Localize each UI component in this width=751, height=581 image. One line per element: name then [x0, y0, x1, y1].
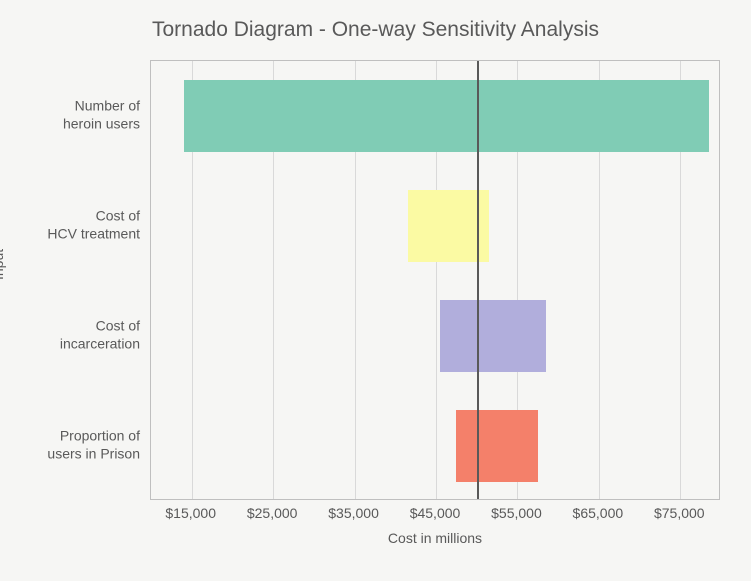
plot-area — [150, 60, 720, 500]
x-axis-title: Cost in millions — [150, 530, 720, 546]
x-tick-label: $25,000 — [247, 505, 298, 521]
baseline — [477, 61, 479, 499]
x-tick-label: $65,000 — [573, 505, 624, 521]
tornado-bar — [440, 300, 546, 372]
tornado-bar — [456, 410, 537, 482]
y-tick-label: Cost ofHCV treatment — [10, 208, 140, 243]
x-tick-label: $55,000 — [491, 505, 542, 521]
y-tick-label: Cost ofincarceration — [10, 318, 140, 353]
x-tick-label: $75,000 — [654, 505, 705, 521]
y-tick-label: Proportion ofusers in Prison — [10, 428, 140, 463]
x-tick-label: $15,000 — [165, 505, 216, 521]
y-axis-title: Input — [0, 249, 6, 280]
chart-title: Tornado Diagram - One-way Sensitivity An… — [0, 18, 751, 42]
tornado-chart: Tornado Diagram - One-way Sensitivity An… — [0, 0, 751, 581]
x-tick-label: $35,000 — [328, 505, 379, 521]
x-tick-label: $45,000 — [410, 505, 461, 521]
y-tick-label: Number ofheroin users — [10, 98, 140, 133]
tornado-bar — [184, 80, 709, 152]
